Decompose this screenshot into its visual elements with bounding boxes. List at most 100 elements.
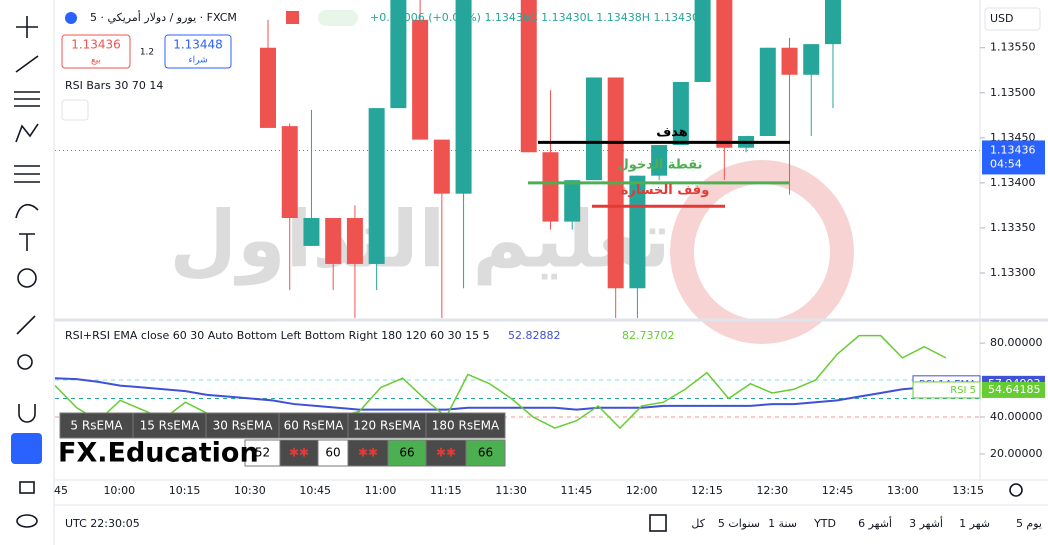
legend-box [912, 381, 981, 399]
x-tick-label: 12:45 [822, 484, 854, 497]
text-tool[interactable] [19, 233, 35, 251]
magnet-tool[interactable] [18, 404, 36, 423]
candle-body [585, 77, 602, 181]
y-tick-label: 40.00000 [990, 410, 1043, 423]
x-tick-label: 13:00 [887, 484, 919, 497]
x-tick-label: 10:00 [103, 484, 135, 497]
table-cell [425, 439, 467, 467]
emoji-tool[interactable] [17, 268, 37, 288]
annotation-label: هدف [656, 125, 688, 140]
candle-body [694, 0, 711, 82]
watermark: تعليم التداول [169, 195, 670, 285]
x-tick-label: 12:15 [691, 484, 723, 497]
buy-label: شراء [188, 56, 207, 66]
x-tick-label: 12:30 [756, 484, 788, 497]
y-tick-label: 1.13550 [990, 41, 1036, 54]
range-button[interactable]: كل [691, 517, 705, 530]
annotation-label: وقف الخسارة [621, 183, 710, 198]
table-value: ✱✱ [436, 446, 456, 460]
table-header: 30 RsEMA [213, 419, 274, 433]
indicator-name: RSI Bars 30 70 14 [65, 79, 163, 92]
y-tick-label: 80.00000 [990, 336, 1043, 349]
table-header: 120 RsEMA [353, 419, 421, 433]
currency: USD [990, 12, 1014, 25]
table-value: ✱✱ [289, 446, 309, 460]
candle-body [368, 108, 385, 264]
spread: 1.2 [140, 48, 154, 58]
watermark-logo [670, 160, 854, 344]
sell-price: 1.13436 [71, 38, 121, 52]
market-status [286, 11, 299, 24]
line-tool[interactable] [15, 55, 39, 73]
legend-entry: RSI 5 [950, 385, 976, 396]
brush-tool[interactable] [15, 203, 39, 219]
candle-body [325, 218, 342, 264]
date-range-button[interactable] [649, 514, 667, 532]
collapse-button[interactable] [61, 99, 89, 121]
buy-button[interactable] [164, 34, 232, 69]
table-cell [465, 439, 506, 467]
currency-button[interactable] [984, 7, 1041, 31]
candle-body [672, 81, 689, 146]
clock: UTC 22:30:05 [65, 517, 140, 530]
y-tick-label: 20.00000 [990, 447, 1043, 460]
settings-button[interactable] [1009, 483, 1023, 497]
table-header: 15 RsEMA [140, 419, 201, 433]
sell-label: بيع [91, 56, 101, 66]
y-tick-label: 1.13400 [990, 176, 1036, 189]
candle-body [803, 44, 820, 75]
range-button[interactable]: سنوات 5 [718, 517, 760, 530]
x-tick-label: 11:45 [561, 484, 593, 497]
candle-body [759, 47, 776, 137]
y-tick-label: 1.13500 [990, 86, 1036, 99]
candle-body [824, 0, 841, 45]
range-button[interactable]: شهر 1 [959, 517, 990, 530]
fib-tool[interactable] [14, 91, 40, 107]
symbol-flag [65, 12, 77, 24]
table-header: 180 RsEMA [432, 419, 500, 433]
range-button[interactable]: يوم 5 [1016, 517, 1042, 530]
crosshair-tool[interactable] [16, 16, 38, 38]
rs-table: 5 RsEMA 15 RsEMA 30 RsEMA 60 RsEMA 120 RsEMA… [58, 412, 506, 469]
x-tick-label: 11:15 [430, 484, 462, 497]
pattern-tool[interactable] [15, 123, 39, 143]
symbol: يورو / دولار أمريكي · 5 · FXCM [90, 10, 237, 24]
range-button[interactable]: أشهر 3 [909, 516, 943, 530]
ruler-tool[interactable] [16, 315, 36, 335]
table-header: 60 RsEMA [284, 419, 345, 433]
sell-button[interactable] [61, 34, 131, 69]
candle-body [564, 180, 581, 222]
x-tick-label: 10:15 [169, 484, 201, 497]
range-button[interactable]: أشهر 6 [858, 516, 892, 530]
table-value: 60 [325, 446, 340, 460]
x-tick-label: 10:45 [299, 484, 331, 497]
lock-tool[interactable] [19, 481, 35, 494]
y-tick-label: 1.13300 [990, 266, 1036, 279]
table-cell [387, 439, 427, 467]
candle-body [412, 19, 429, 140]
table-header: 5 RsEMA [70, 419, 123, 433]
table-value: 66 [478, 446, 493, 460]
projection-tool[interactable] [14, 165, 40, 183]
rsi-title: RSI+RSI EMA close 60 30 Auto Bottom Left… [65, 329, 490, 342]
table-header-cell [425, 412, 506, 439]
range-button[interactable]: YTD [813, 517, 836, 530]
table-header-cell [59, 412, 134, 439]
range-button[interactable]: سنة 1 [768, 517, 797, 530]
table-header-cell [205, 412, 280, 439]
table-value: ✱✱ [358, 446, 378, 460]
table-value: 66 [399, 446, 414, 460]
last-value: 54.64185 [988, 383, 1041, 396]
visibility-tool[interactable] [16, 514, 38, 528]
candle-body [781, 47, 798, 75]
buy-price: 1.13448 [173, 38, 223, 52]
candle-body [346, 218, 363, 264]
zoom-tool[interactable] [17, 354, 33, 370]
table-header-cell [278, 412, 349, 439]
rsi-header-value: 82.73702 [622, 329, 675, 342]
lock-drawing-tool[interactable] [11, 433, 42, 464]
current-price: 1.13436 [990, 143, 1036, 156]
candle-body [520, 0, 537, 153]
compare-toggle[interactable] [318, 10, 358, 26]
